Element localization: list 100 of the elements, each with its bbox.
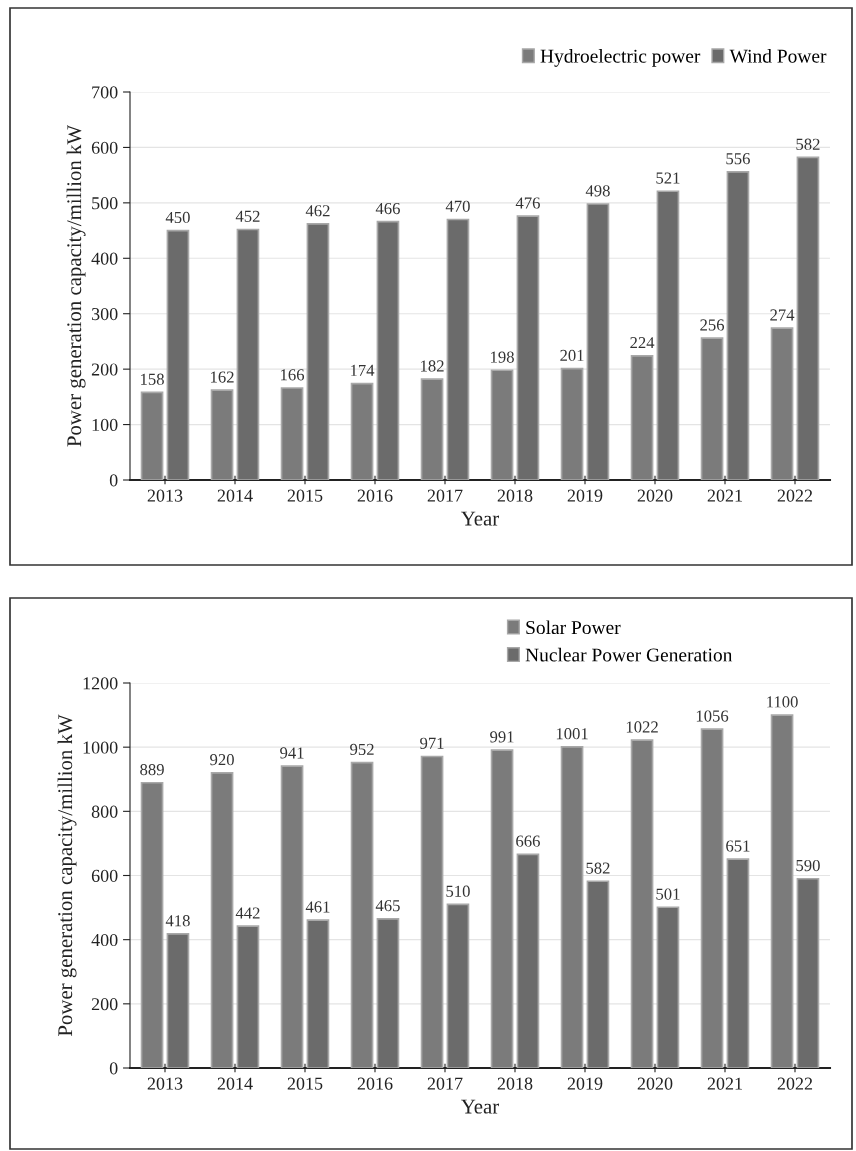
x-tick-label: 2013 bbox=[147, 1077, 183, 1090]
bar bbox=[210, 771, 234, 1068]
data-label: 462 bbox=[305, 205, 330, 217]
x-tick-label: 2014 bbox=[217, 1077, 253, 1090]
bar bbox=[586, 203, 610, 480]
data-label: 162 bbox=[211, 371, 234, 383]
x-tick-label: 2017 bbox=[427, 489, 463, 502]
data-label: 224 bbox=[630, 337, 655, 349]
legend-label: Hydroelectric power bbox=[540, 49, 701, 67]
bar bbox=[516, 215, 540, 480]
data-label: 450 bbox=[165, 211, 190, 224]
x-tick-label: 2020 bbox=[637, 489, 673, 502]
x-tick-label: 2015 bbox=[287, 489, 323, 502]
data-label: 174 bbox=[351, 364, 375, 376]
data-label: 274 bbox=[770, 309, 795, 321]
x-tick-label: 2016 bbox=[357, 489, 393, 502]
y-tick-label: 400 bbox=[91, 252, 118, 265]
bar bbox=[796, 156, 820, 480]
y-tick-label: 1200 bbox=[83, 677, 118, 690]
data-label: 889 bbox=[140, 763, 164, 776]
bar bbox=[210, 389, 234, 480]
x-tick-label: 2020 bbox=[637, 1077, 673, 1090]
data-label: 465 bbox=[375, 900, 400, 912]
bar bbox=[656, 906, 680, 1068]
x-tick-label: 2022 bbox=[777, 489, 813, 502]
data-label: 1001 bbox=[556, 728, 588, 740]
x-axis-title: Year bbox=[461, 511, 500, 526]
bar bbox=[770, 714, 794, 1068]
bar bbox=[166, 229, 190, 480]
data-label: 952 bbox=[350, 743, 374, 756]
bar bbox=[306, 919, 330, 1068]
x-tick-label: 2019 bbox=[567, 1077, 603, 1090]
x-tick-label: 2021 bbox=[707, 489, 742, 502]
y-tick-label: 0 bbox=[109, 1062, 118, 1075]
bar bbox=[726, 170, 750, 480]
bar bbox=[586, 880, 610, 1068]
bar bbox=[420, 378, 444, 480]
bar bbox=[376, 917, 400, 1068]
data-label: 498 bbox=[585, 185, 610, 197]
data-label: 920 bbox=[210, 754, 234, 766]
bar bbox=[726, 858, 750, 1068]
data-label: 442 bbox=[235, 907, 260, 919]
data-label: 256 bbox=[700, 319, 725, 331]
data-label: 182 bbox=[421, 360, 444, 372]
y-axis-title: Power generation capacity/million kW bbox=[66, 124, 86, 447]
data-label: 941 bbox=[280, 747, 304, 759]
y-tick-label: 300 bbox=[91, 307, 118, 321]
x-tick-label: 2019 bbox=[567, 489, 603, 502]
x-tick-label: 2018 bbox=[497, 1077, 533, 1090]
bar bbox=[446, 218, 470, 480]
data-label: 556 bbox=[726, 153, 750, 165]
legend-label: Wind Power bbox=[729, 49, 827, 63]
bar bbox=[236, 228, 260, 480]
bar bbox=[700, 728, 724, 1068]
bar bbox=[796, 877, 820, 1068]
bar bbox=[516, 853, 540, 1068]
bar bbox=[656, 190, 680, 480]
data-label: 582 bbox=[796, 138, 820, 150]
data-label: 201 bbox=[560, 349, 584, 362]
data-label: 461 bbox=[305, 901, 330, 913]
bar bbox=[376, 220, 400, 480]
x-axis-title: Year bbox=[461, 1099, 500, 1114]
bar bbox=[770, 327, 794, 480]
data-label: 991 bbox=[490, 731, 514, 743]
data-label: 510 bbox=[446, 885, 470, 897]
bar bbox=[446, 903, 470, 1068]
legend-label: Solar Power bbox=[526, 620, 621, 635]
data-label: 166 bbox=[281, 369, 305, 381]
y-tick-label: 0 bbox=[109, 474, 118, 487]
y-tick-label: 200 bbox=[91, 363, 118, 376]
y-tick-label: 700 bbox=[92, 86, 118, 99]
y-axis-title: Power generation capacity/million kW bbox=[57, 714, 77, 1037]
data-label: 470 bbox=[445, 200, 470, 212]
bar bbox=[630, 739, 654, 1068]
y-tick-label: 600 bbox=[91, 869, 118, 882]
bar bbox=[350, 761, 374, 1068]
y-tick-label: 400 bbox=[91, 933, 118, 947]
x-tick-label: 2014 bbox=[217, 489, 253, 502]
data-label: 590 bbox=[796, 859, 820, 872]
y-tick-label: 1000 bbox=[83, 741, 118, 754]
x-tick-label: 2022 bbox=[777, 1077, 813, 1090]
legend-label: Nuclear Power Generation bbox=[525, 647, 733, 662]
data-label: 1056 bbox=[696, 710, 729, 722]
bar bbox=[306, 223, 330, 480]
bar bbox=[140, 781, 164, 1068]
data-label: 418 bbox=[165, 915, 190, 927]
data-label: 666 bbox=[516, 835, 540, 847]
bar bbox=[490, 749, 514, 1068]
data-label: 651 bbox=[726, 840, 750, 852]
bar bbox=[280, 765, 304, 1068]
data-label: 971 bbox=[420, 737, 444, 749]
y-tick-label: 800 bbox=[91, 805, 118, 818]
data-label: 582 bbox=[586, 862, 610, 874]
y-tick-label: 600 bbox=[91, 141, 118, 154]
bar bbox=[236, 925, 260, 1068]
bar bbox=[350, 382, 374, 480]
data-label: 501 bbox=[656, 888, 680, 900]
y-tick-label: 100 bbox=[92, 418, 118, 432]
x-tick-label: 2021 bbox=[707, 1077, 742, 1090]
data-label: 521 bbox=[656, 172, 680, 184]
